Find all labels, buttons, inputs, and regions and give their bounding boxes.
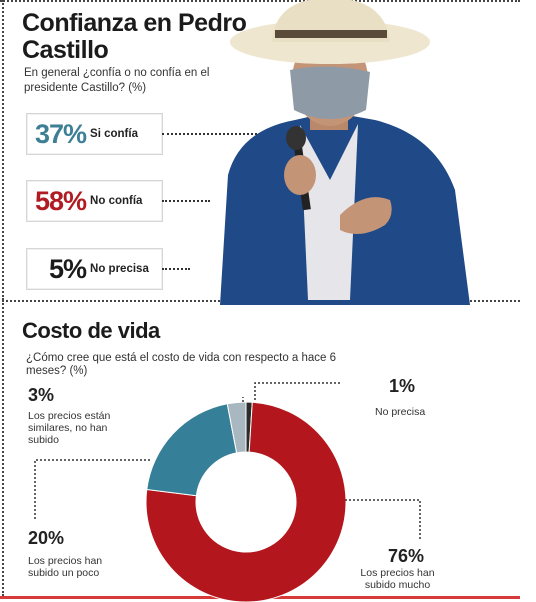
leader-line-76pct xyxy=(345,499,421,540)
section1-title: Confianza en Pedro Castillo xyxy=(22,9,247,64)
label-no-precisa: No precisa xyxy=(375,406,426,418)
label-subido-poco: Los precios han subido un poco xyxy=(28,555,103,579)
label-subido-mucho: Los precios han subido mucho xyxy=(360,567,435,591)
label-1pct: 1% xyxy=(389,376,415,397)
si-confia-label: Si confía xyxy=(90,128,138,140)
pct-76: 76% xyxy=(388,546,425,566)
left-border-bottom xyxy=(2,300,4,596)
label-similares: Los precios están similares, no han subi… xyxy=(28,410,111,446)
section2-title: Costo de vida xyxy=(22,318,160,343)
confidence-box-no: 58% No confía xyxy=(26,180,163,222)
slice-subido-poco xyxy=(146,403,238,497)
pct-3: 3% xyxy=(28,385,55,405)
leader-line-noprecisa xyxy=(162,268,190,270)
no-precisa-label: No precisa xyxy=(90,263,149,275)
label-76pct: 76% xyxy=(388,546,424,567)
no-confia-pct: 58% xyxy=(35,185,87,216)
leader-line-1pct xyxy=(254,382,340,400)
no-confia-label: No confía xyxy=(90,195,143,207)
slice-subido-mucho xyxy=(145,401,347,602)
top-border xyxy=(0,0,520,2)
no-precisa-pct: 5% xyxy=(49,253,87,284)
label-3pct: 3% xyxy=(28,385,54,406)
si-confia-pct: 37% xyxy=(35,118,87,149)
slice-similares xyxy=(226,401,247,454)
leader-line-no xyxy=(162,200,210,202)
pct-20: 20% xyxy=(28,528,65,548)
pedro-castillo-photo xyxy=(220,0,470,305)
leader-line-si xyxy=(162,133,257,135)
label-20pct: 20% xyxy=(28,528,64,549)
section2-question: ¿Cómo cree que está el costo de vida con… xyxy=(26,352,337,377)
confidence-box-noprecisa: 5% No precisa xyxy=(26,248,163,290)
left-border-top xyxy=(2,0,4,300)
leader-line-20pct xyxy=(34,459,150,520)
confidence-box-si: 37% Si confía xyxy=(26,113,163,155)
pct-1: 1% xyxy=(389,376,416,396)
section1-question: En general ¿confía o no confía en el pre… xyxy=(24,67,210,94)
